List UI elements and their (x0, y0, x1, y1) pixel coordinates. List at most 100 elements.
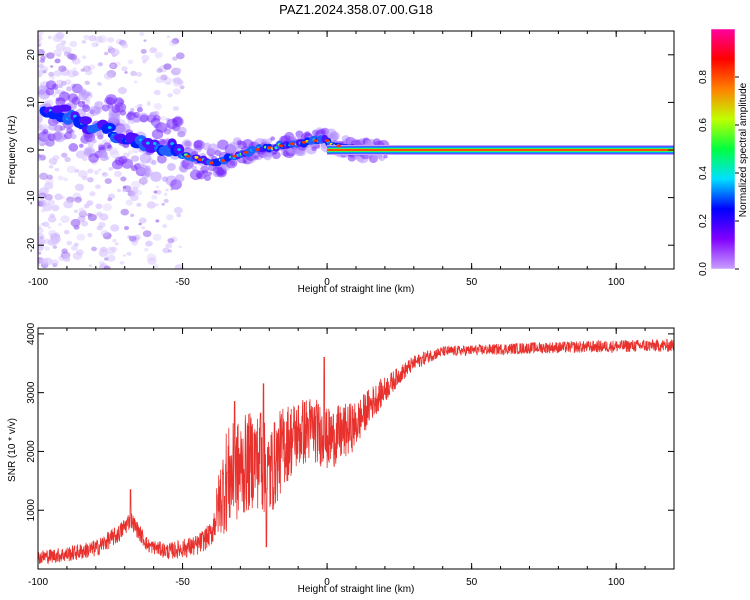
spectrum-noise-blob (42, 203, 53, 212)
spectrum-noise-blob (95, 203, 103, 209)
x-tick-label: 100 (608, 577, 625, 588)
spectrogram-x-label: Height of straight line (km) (298, 284, 415, 295)
spectrum-noise-blob (53, 48, 63, 56)
spectrum-noise-blob (66, 53, 75, 60)
spectrum-noise-blob (61, 152, 68, 158)
colorbar-frame (710, 28, 736, 270)
spectrum-noise-blob (52, 154, 60, 161)
x-tick-label: -100 (28, 277, 48, 288)
spectrum-noise-blob (109, 63, 116, 69)
colorbar-gradient (711, 29, 735, 269)
snr-background (38, 328, 674, 569)
spectrum-noise-blob (97, 134, 104, 140)
spectrum-noise-blob (122, 189, 127, 193)
spectrum-noise-blob (160, 74, 168, 81)
spectrum-ridge-peak (186, 154, 191, 158)
spectrogram-ridge (186, 139, 674, 165)
spectrum-halo-blob (105, 96, 115, 105)
spectrum-noise-blob (121, 42, 129, 49)
spectrum-noise-blob (103, 265, 111, 269)
spectrum-halo-blob (207, 171, 213, 176)
spectrum-noise-blob (126, 251, 132, 256)
spectrum-noise-blob (147, 257, 157, 265)
spectrum-halo-blob (66, 127, 73, 134)
x-tick-label: -50 (175, 277, 190, 288)
spectrum-halo-blob (261, 138, 268, 144)
spectrum-ridge-peak (278, 144, 284, 148)
spectrum-noise-blob (166, 35, 170, 39)
spectrum-noise-blob (178, 245, 182, 249)
spectrum-noise-blob (47, 35, 53, 40)
spectrum-noise-blob (130, 70, 137, 77)
spectrum-noise-blob (136, 202, 142, 208)
spectrum-noise-blob (127, 150, 133, 155)
spectrum-noise-blob (130, 194, 139, 202)
spectrum-ridge-peak (301, 140, 307, 144)
spectrum-ridge-peak (290, 142, 295, 146)
spectrum-noise-blob (109, 150, 120, 159)
spectrum-noise-blob (87, 142, 94, 148)
spectrum-noise-blob (131, 240, 138, 246)
spectrum-halo-blob (158, 155, 167, 163)
spectrum-noise-blob (115, 61, 121, 66)
spectrum-noise-blob (96, 211, 103, 217)
spectrum-halo-blob (136, 107, 143, 113)
spectrum-halo-blob (53, 131, 66, 143)
spectrum-noise-blob (74, 196, 82, 203)
spectrum-noise-blob (163, 198, 169, 203)
spectrum-noise-blob (146, 102, 151, 106)
spectrum-halo-blob (70, 133, 77, 140)
spectrum-ridge-peak (232, 154, 237, 158)
spectrum-noise-blob (96, 82, 102, 86)
spectrum-noise-blob (111, 53, 117, 58)
spectrum-core-highlight (107, 125, 112, 129)
spectrum-core-highlight (146, 141, 150, 145)
spectrum-noise-blob (59, 125, 66, 131)
spectrum-noise-blob (38, 201, 44, 207)
spectrum-noise-blob (51, 259, 59, 266)
spectrum-noise-blob (172, 80, 181, 87)
spectrum-halo-blob (141, 167, 152, 176)
spectrum-noise-blob (55, 43, 66, 51)
spectrum-noise-blob (87, 212, 93, 217)
spectrum-halo-blob (151, 160, 157, 166)
spectrum-noise-blob (38, 35, 43, 42)
spectrum-noise-blob (171, 38, 180, 45)
spectrum-halo-blob (347, 154, 356, 162)
spectrum-noise-blob (54, 89, 61, 95)
spectrum-noise-blob (153, 190, 158, 194)
spectrum-noise-blob (63, 200, 74, 209)
spectrum-noise-blob (104, 257, 109, 261)
spectrum-noise-blob (155, 189, 162, 195)
spectrum-noise-blob (98, 260, 105, 266)
spectrum-noise-blob (107, 37, 115, 43)
spectrum-noise-blob (60, 215, 70, 224)
spectrum-noise-blob (154, 51, 163, 59)
spectrum-noise-blob (48, 165, 54, 169)
spectrum-noise-blob (58, 223, 62, 226)
spectrum-noise-blob (38, 49, 41, 53)
spectrum-noise-blob (110, 224, 120, 232)
spectrum-noise-blob (163, 192, 168, 196)
spectrum-noise-blob (47, 226, 51, 229)
spectrum-noise-blob (88, 64, 96, 71)
spectrum-noise-blob (138, 217, 147, 224)
spectrum-noise-blob (107, 197, 113, 202)
spectrum-noise-blob (62, 46, 72, 54)
spectrum-noise-blob (42, 221, 50, 228)
spectrum-noise-blob (98, 168, 102, 171)
spectrum-noise-blob (127, 235, 132, 239)
spectrum-noise-blob (133, 80, 138, 84)
spectrum-noise-blob (52, 245, 58, 249)
spectrum-noise-blob (44, 193, 53, 201)
spectrum-halo-blob (254, 155, 259, 160)
spectrum-halo-blob (86, 91, 92, 97)
spectrum-core-blob (57, 104, 72, 112)
spectrum-halo-blob (90, 138, 97, 144)
spectrum-noise-blob (141, 226, 146, 230)
spectrum-noise-blob (119, 261, 125, 265)
spectrum-noise-blob (38, 64, 44, 69)
spectrum-halo-blob (167, 163, 176, 171)
spectrum-noise-blob (54, 167, 60, 172)
spectrum-noise-blob (155, 219, 160, 223)
